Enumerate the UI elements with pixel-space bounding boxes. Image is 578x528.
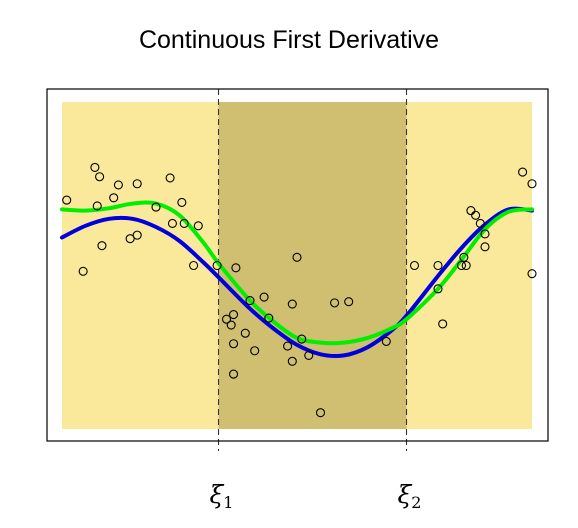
data-point	[109, 193, 119, 203]
data-point	[62, 195, 72, 205]
data-point	[381, 336, 391, 346]
data-point	[409, 260, 420, 271]
data-point	[97, 241, 107, 251]
data-point	[231, 263, 241, 273]
data-point	[461, 260, 471, 271]
data-point	[229, 369, 239, 379]
data-point	[287, 356, 297, 366]
data-point	[518, 167, 528, 177]
left-region	[62, 102, 219, 429]
x-axis-ticks: ξ1 ξ2	[210, 480, 422, 512]
data-point	[475, 218, 485, 229]
data-point	[78, 266, 88, 276]
data-point	[132, 179, 142, 189]
fitted-curves	[60, 200, 534, 359]
data-point	[466, 206, 476, 216]
data-point	[283, 341, 293, 351]
data-point	[229, 339, 239, 349]
data-point	[165, 173, 175, 183]
middle-region	[218, 102, 407, 429]
data-point	[221, 314, 232, 324]
data-point	[292, 252, 302, 262]
data-point	[344, 297, 354, 307]
data-point	[229, 309, 239, 320]
data-point	[527, 269, 537, 279]
data-point	[226, 320, 236, 330]
data-point	[113, 180, 123, 190]
data-point	[438, 319, 448, 329]
data-point	[304, 350, 314, 360]
data-point	[527, 179, 537, 189]
data-point	[480, 242, 490, 252]
data-point	[471, 210, 481, 220]
data-point	[90, 162, 100, 172]
data-point	[212, 260, 222, 271]
data-point	[92, 201, 102, 211]
data-points	[62, 162, 537, 418]
data-point	[456, 260, 467, 271]
data-point	[151, 202, 161, 212]
data-point	[297, 334, 307, 344]
data-point	[189, 260, 199, 271]
right-region	[406, 102, 532, 429]
knot-lines	[217, 89, 408, 451]
data-point	[264, 313, 274, 323]
data-point	[95, 172, 105, 182]
plot-frame	[46, 88, 549, 442]
data-point	[459, 252, 469, 262]
fit-curve-2	[60, 200, 534, 346]
data-point	[433, 284, 443, 294]
data-point	[240, 328, 250, 338]
data-point	[287, 299, 297, 309]
data-point	[177, 197, 187, 207]
data-point	[193, 221, 203, 231]
data-point	[250, 346, 260, 356]
data-point	[315, 408, 326, 418]
data-point	[125, 234, 135, 244]
data-point	[132, 230, 142, 240]
x-tick-label-1: ξ1	[210, 480, 234, 512]
data-point	[480, 229, 490, 239]
shaded-regions	[62, 102, 532, 429]
data-point	[330, 298, 340, 308]
fit-curve-1	[60, 206, 534, 359]
data-point	[179, 218, 189, 229]
data-point	[433, 260, 443, 271]
data-point	[245, 295, 255, 306]
x-tick-label-2: ξ2	[398, 480, 422, 512]
data-point	[259, 292, 269, 302]
data-point	[167, 218, 177, 229]
chart-title: Continuous First Derivative	[138, 26, 440, 54]
